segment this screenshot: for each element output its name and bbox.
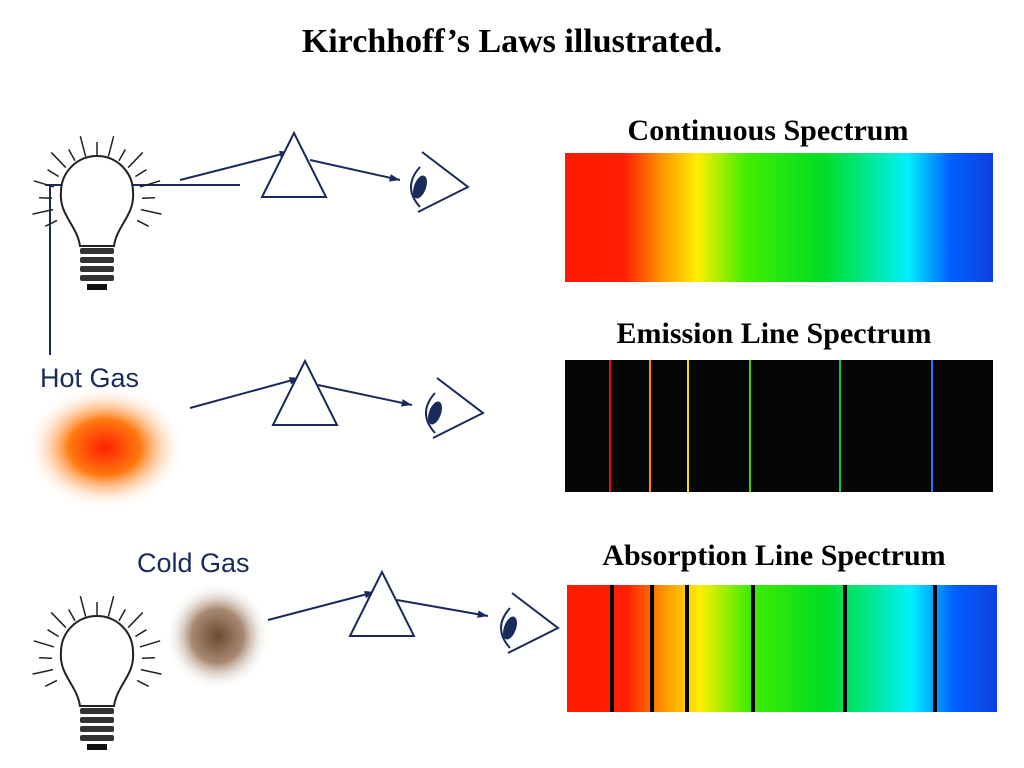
ray — [140, 668, 162, 675]
ray — [33, 640, 55, 648]
ray — [79, 135, 87, 157]
source-label: Cold Gas — [137, 548, 250, 578]
spectrum-label: Absorption Line Spectrum — [602, 539, 945, 572]
ray — [134, 629, 147, 638]
bulb-base — [80, 248, 114, 254]
arrow — [267, 591, 376, 621]
bulbs — [32, 135, 162, 750]
bulb-glass — [59, 155, 135, 247]
arrow — [189, 377, 301, 409]
bulb-base — [80, 717, 114, 723]
optics — [179, 130, 560, 654]
ray — [79, 595, 87, 617]
spectrum-label: Emission Line Spectrum — [616, 317, 931, 350]
arrow — [179, 151, 291, 181]
ray — [141, 656, 155, 659]
continuous-spectrum — [565, 153, 993, 282]
title: Kirchhoff’s Laws illustrated. — [302, 23, 722, 60]
eye — [500, 592, 560, 654]
ray — [127, 611, 144, 629]
ray — [139, 180, 161, 188]
arrow — [317, 384, 413, 406]
light-bulb — [32, 135, 162, 290]
hot-gas — [25, 385, 185, 510]
cold-gas — [165, 582, 270, 690]
light-bulb — [32, 595, 162, 750]
prism — [260, 130, 328, 198]
absorption-spectrum — [567, 585, 997, 712]
ray — [32, 668, 54, 675]
ray — [127, 151, 144, 169]
source-label: Hot Gas — [40, 363, 139, 393]
bulb-glass — [59, 615, 135, 707]
ray — [107, 595, 115, 617]
prism — [271, 358, 339, 426]
spectrum-label: Continuous Spectrum — [628, 114, 909, 147]
ray — [68, 149, 76, 162]
ray — [141, 196, 155, 199]
ray — [136, 679, 150, 687]
ray — [39, 196, 53, 199]
ray — [139, 640, 161, 648]
arrow-head — [389, 174, 400, 182]
bulb-base — [80, 275, 114, 281]
ray — [44, 219, 58, 227]
bulb-tip — [87, 284, 107, 290]
bulb-tip — [87, 744, 107, 750]
pupil — [428, 401, 442, 425]
pupil — [503, 616, 517, 640]
bulb-base — [80, 266, 114, 272]
ray — [118, 609, 126, 622]
arrow — [396, 599, 489, 617]
ray — [50, 151, 67, 169]
prism — [348, 569, 416, 637]
ray — [140, 208, 162, 215]
ray — [32, 208, 54, 215]
ray — [118, 149, 126, 162]
ray — [39, 656, 53, 659]
ray — [50, 611, 67, 629]
ray — [136, 219, 150, 227]
eye — [425, 377, 485, 439]
bulb-base — [80, 726, 114, 732]
eye — [410, 151, 470, 213]
pupil — [413, 175, 427, 199]
ray — [134, 169, 147, 178]
ray — [47, 169, 60, 178]
emission-spectrum — [565, 360, 993, 492]
ray — [44, 679, 58, 687]
ray — [68, 609, 76, 622]
arrow-head — [401, 399, 412, 407]
bulb-base — [80, 257, 114, 263]
arrow-head — [477, 610, 488, 618]
ray — [47, 629, 60, 638]
ray — [107, 135, 115, 157]
arrow — [309, 159, 401, 181]
bulb-base — [80, 735, 114, 741]
ray — [33, 180, 55, 188]
bulb-base — [80, 708, 114, 714]
